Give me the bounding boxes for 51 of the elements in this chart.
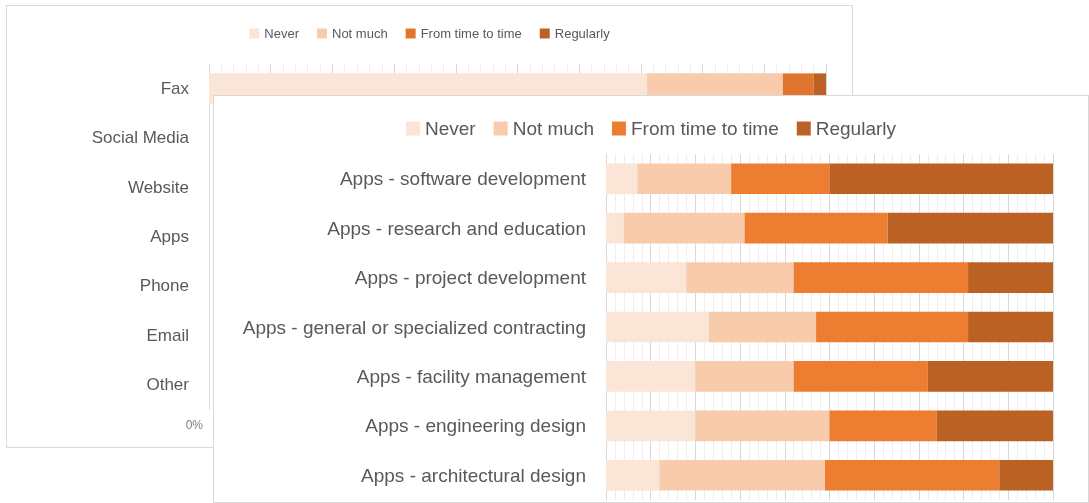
bar bbox=[968, 311, 1053, 343]
bar bbox=[793, 262, 969, 293]
y-tick-label: Apps - project development bbox=[354, 267, 587, 289]
legend-label: Not much bbox=[332, 26, 388, 41]
bar bbox=[637, 163, 732, 195]
y-tick-label: Apps - engineering design bbox=[365, 415, 586, 437]
bar bbox=[606, 459, 660, 491]
legend-label: Never bbox=[264, 26, 300, 41]
legend-label: From time to time bbox=[630, 118, 779, 139]
bar bbox=[606, 262, 687, 293]
y-tick-label: Fax bbox=[160, 79, 190, 99]
y-tick-label: Apps - software development bbox=[339, 168, 587, 190]
bar bbox=[695, 410, 830, 442]
bar bbox=[887, 212, 1053, 244]
legend-label: Regularly bbox=[554, 26, 611, 41]
bar bbox=[606, 212, 624, 244]
bar bbox=[829, 163, 1053, 195]
bar bbox=[623, 212, 745, 244]
legend-label: Regularly bbox=[815, 118, 897, 139]
bar bbox=[999, 459, 1053, 491]
bar bbox=[936, 410, 1053, 442]
y-tick-label: Social Media bbox=[91, 128, 190, 148]
y-tick-label: Email bbox=[146, 325, 189, 345]
bar bbox=[829, 410, 937, 442]
bar bbox=[606, 410, 696, 442]
bar bbox=[606, 361, 696, 392]
bar bbox=[968, 262, 1053, 293]
bar bbox=[731, 163, 830, 195]
bar bbox=[708, 311, 817, 343]
bar bbox=[744, 212, 888, 244]
y-tick-label: Apps - facility management bbox=[356, 365, 587, 387]
bar bbox=[606, 311, 709, 343]
y-tick-label: Phone bbox=[139, 276, 189, 296]
legend-label: Never bbox=[424, 118, 477, 139]
bar bbox=[816, 311, 969, 343]
bar bbox=[659, 459, 826, 491]
bar bbox=[695, 361, 794, 392]
y-tick-label: Other bbox=[146, 374, 190, 394]
y-tick-label: Apps bbox=[150, 227, 189, 246]
bar bbox=[793, 361, 928, 392]
y-tick-label: Apps - general or specialized contracting bbox=[242, 316, 586, 338]
text: 0% bbox=[185, 418, 204, 432]
bar bbox=[927, 361, 1053, 392]
legend-label: From time to time bbox=[420, 26, 522, 41]
bar bbox=[606, 163, 638, 195]
legend-label: Not much bbox=[512, 118, 594, 139]
y-tick-label: Apps - architectural design bbox=[361, 464, 586, 486]
y-tick-label: Apps - research and education bbox=[327, 217, 586, 239]
y-tick-label: Website bbox=[127, 177, 189, 197]
bar bbox=[825, 459, 1000, 491]
bar bbox=[686, 262, 794, 293]
